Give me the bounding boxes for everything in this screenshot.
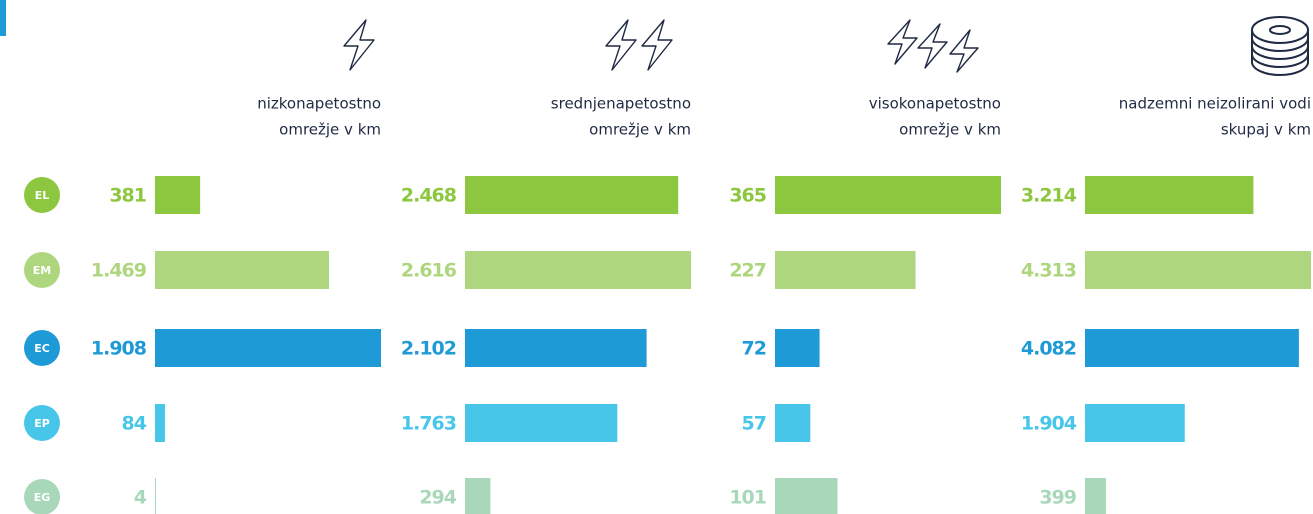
value-label: 1.908 [91,338,147,360]
accent [0,0,6,36]
value-label: 3.214 [1021,185,1077,207]
value-label: 72 [742,338,766,360]
category-badge [24,177,60,213]
bar [1085,329,1299,367]
bar [1085,478,1106,514]
bar [775,176,1001,214]
chart-title: omrežje v km [899,121,1001,139]
value-label: 381 [109,185,146,207]
bar [155,404,165,442]
category-badge [24,405,60,441]
value-label: 399 [1039,487,1076,509]
icon-high-voltage [887,19,979,73]
bar [155,478,156,514]
value-label: 2.616 [401,260,457,282]
value-label: 4.313 [1021,260,1076,282]
value-label: 2.468 [401,185,457,207]
bar [465,404,618,442]
category-label: EP [34,417,50,430]
category-label: EC [34,342,50,355]
chart-title: skupaj v km [1221,121,1311,139]
bar [465,329,647,367]
value-label: 4 [134,487,147,509]
icon-cable-reel [1251,16,1309,76]
value-label: 294 [419,487,456,509]
category-label: EM [33,264,51,277]
icon-low-voltage [343,19,375,71]
chart-title: omrežje v km [279,121,381,139]
icon-medium-voltage [605,19,673,71]
chart-title: visokonapetostno [869,95,1001,113]
bar [775,478,838,514]
category-badge [24,479,60,514]
value-label: 4.082 [1021,338,1076,360]
bar [1085,251,1311,289]
bar [465,478,491,514]
bar [155,176,201,214]
value-label: 227 [729,260,766,282]
category-label: EG [34,491,51,504]
value-label: 1.904 [1021,413,1077,435]
value-label: 365 [729,185,766,207]
value-label: 2.102 [401,338,456,360]
value-label: 84 [122,413,147,435]
value-label: 1.763 [401,413,456,435]
bar [155,329,381,367]
chart-title: nizkonapetostno [257,95,381,113]
category-label: EL [35,189,50,202]
bar [775,404,811,442]
bar [465,176,679,214]
value-label: 57 [742,413,766,435]
chart-title: nadzemni neizolirani vodi [1119,95,1311,113]
bar [775,329,820,367]
bar [775,251,916,289]
chart-title: omrežje v km [589,121,691,139]
chart-title: srednjenapetostno [551,95,691,113]
category-badge [24,252,60,288]
bar [465,251,691,289]
category-badge [24,330,60,366]
bar [155,251,330,289]
value-label: 101 [729,487,766,509]
value-label: 1.469 [91,260,146,282]
bar [1085,176,1254,214]
bar [1085,404,1185,442]
